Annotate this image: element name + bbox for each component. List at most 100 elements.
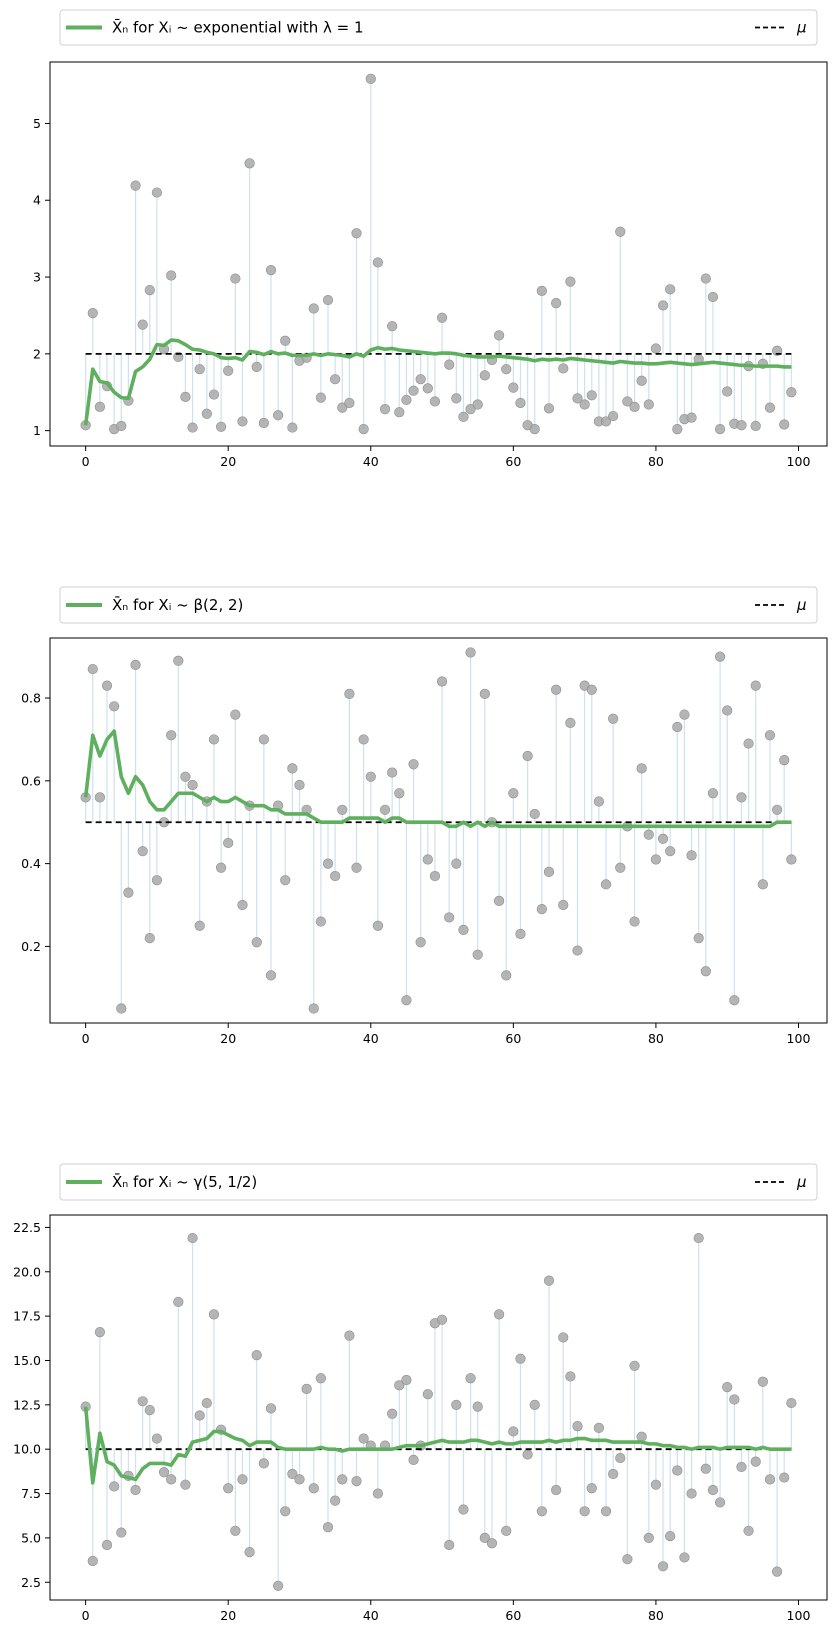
sample-point [180,771,191,782]
sample-point [351,228,362,239]
running-mean-line [83,1406,792,1485]
y-tick-label: 22.5 [13,1220,41,1235]
y-tick-label: 7.5 [21,1486,41,1501]
sample-point [686,1488,697,1499]
sample-point [693,933,704,944]
axes-frame [49,61,828,447]
sample-point [465,647,476,658]
sample-point [280,335,291,346]
sample-point [251,361,262,372]
legend: X̄ₙ for Xᵢ ~ exponential with λ = 1 μ [59,9,818,46]
sample-point [422,854,433,865]
sample-point [422,383,433,394]
sample-point [294,779,305,791]
sample-point [244,1546,255,1558]
sample-point [700,1463,711,1474]
x-tick-label: 80 [648,1608,664,1623]
sample-point [736,420,747,431]
sample-point [665,1531,676,1542]
sample-point [572,945,583,956]
sample-point [194,920,205,931]
sample-point [565,276,576,287]
legend: X̄ₙ for Xᵢ ~ γ(5, 1/2) μ [59,1163,818,1201]
sample-point [472,399,483,410]
sample-point [779,419,790,430]
sample-point [665,284,676,295]
sample-point [230,273,241,284]
sample-point [337,402,348,413]
sample-point [265,970,277,981]
sample-point [322,1522,334,1533]
sample-point [201,408,212,419]
sample-point [87,308,98,319]
sample-point [643,1532,654,1544]
sample-point [194,1410,205,1421]
sample-point [87,1555,98,1567]
sample-point [130,659,141,671]
sample-point [144,933,155,944]
sample-point [415,937,426,948]
sample-point [493,330,505,341]
sample-point [515,397,526,409]
sample-point [722,705,733,716]
sample-point [707,1484,719,1496]
y-tick-label: 0.2 [21,939,41,954]
sample-point [408,759,419,770]
sample-point [201,1397,212,1409]
legend-series-label: X̄ₙ for Xᵢ ~ exponential with λ = 1 [112,18,364,37]
sample-point [508,1426,519,1437]
sample-point [543,403,555,414]
sample-point [700,966,711,977]
sample-point [330,374,341,385]
y-tick-label: 5.0 [21,1530,41,1545]
sample-point [764,1474,776,1485]
sample-point [672,424,683,435]
sample-point [536,904,547,915]
sample-point [636,375,647,386]
sample-point [237,416,248,427]
sample-point [600,416,612,427]
sample-point [451,393,462,404]
sample-point [543,1275,555,1286]
sample-point [714,424,726,435]
sample-point [187,422,198,433]
sample-point [258,417,269,429]
y-tick-label: 20.0 [13,1264,41,1279]
x-tick-label: 0 [82,1608,90,1623]
sample-point [750,420,761,432]
sample-point [265,265,277,276]
y-tick-label: 17.5 [13,1309,41,1324]
sample-point [551,298,562,309]
sample-point [351,1476,362,1487]
sample-point [465,1373,476,1384]
sample-point [615,226,626,237]
sample-point [237,1474,248,1485]
sample-point [643,399,654,410]
sample-point [629,1360,640,1371]
sample-point [757,1376,768,1387]
sample-point [493,1309,505,1320]
sample-point [151,875,163,886]
sample-point [586,1483,597,1494]
sample-point [779,1472,790,1483]
sample-point [714,1497,726,1508]
sample-point [372,257,384,268]
sample-point [144,284,155,296]
sample-point [657,833,669,844]
x-tick-label: 60 [505,1608,521,1623]
sample-point [401,995,412,1006]
sample-point [636,763,647,774]
sample-point [337,804,348,815]
sample-point [308,1483,319,1494]
y-axis: 2.5 5.0 7.5 10.0 12.5 15.0 17.5 20.0 22.5 [13,1220,50,1590]
samples [80,647,797,1014]
sample-point [593,1422,604,1434]
sample-point [458,924,469,935]
sample-point [458,411,469,422]
sample-point [429,870,441,882]
sample-point [379,804,391,815]
sample-point [551,684,562,695]
sample-point [522,1449,533,1460]
samples [80,1232,797,1591]
sample-point [508,382,519,393]
